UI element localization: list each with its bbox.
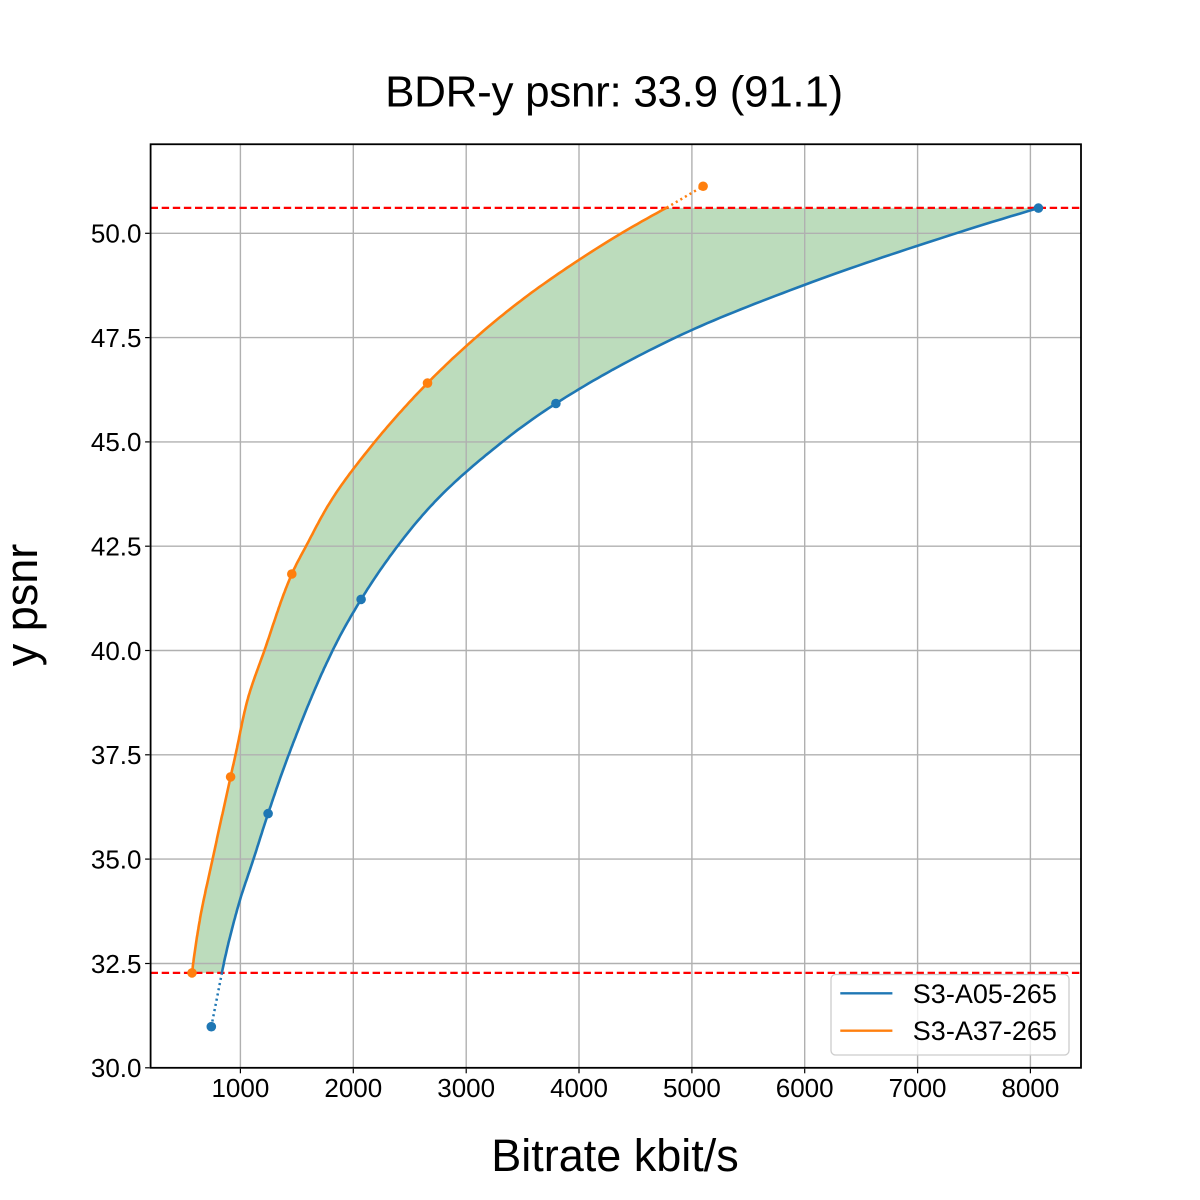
svg-text:37.5: 37.5: [91, 740, 142, 770]
svg-text:2000: 2000: [324, 1073, 382, 1103]
svg-text:35.0: 35.0: [91, 844, 142, 874]
svg-text:1000: 1000: [211, 1073, 269, 1103]
svg-text:Bitrate kbit/s: Bitrate kbit/s: [491, 1130, 739, 1181]
svg-text:47.5: 47.5: [91, 323, 142, 353]
svg-text:42.5: 42.5: [91, 532, 142, 562]
svg-text:y psnr: y psnr: [0, 544, 47, 667]
svg-text:4000: 4000: [550, 1073, 608, 1103]
svg-text:BDR-y psnr: 33.9 (91.1): BDR-y psnr: 33.9 (91.1): [385, 67, 843, 116]
svg-text:30.0: 30.0: [91, 1053, 142, 1083]
svg-text:32.5: 32.5: [91, 949, 142, 979]
svg-text:3000: 3000: [437, 1073, 495, 1103]
svg-text:8000: 8000: [1001, 1073, 1059, 1103]
svg-text:S3-A05-265: S3-A05-265: [913, 979, 1057, 1009]
svg-text:45.0: 45.0: [91, 427, 142, 457]
svg-text:5000: 5000: [663, 1073, 721, 1103]
svg-text:40.0: 40.0: [91, 636, 142, 666]
svg-text:S3-A37-265: S3-A37-265: [913, 1016, 1057, 1046]
svg-text:6000: 6000: [776, 1073, 834, 1103]
svg-text:50.0: 50.0: [91, 219, 142, 249]
svg-text:7000: 7000: [889, 1073, 947, 1103]
